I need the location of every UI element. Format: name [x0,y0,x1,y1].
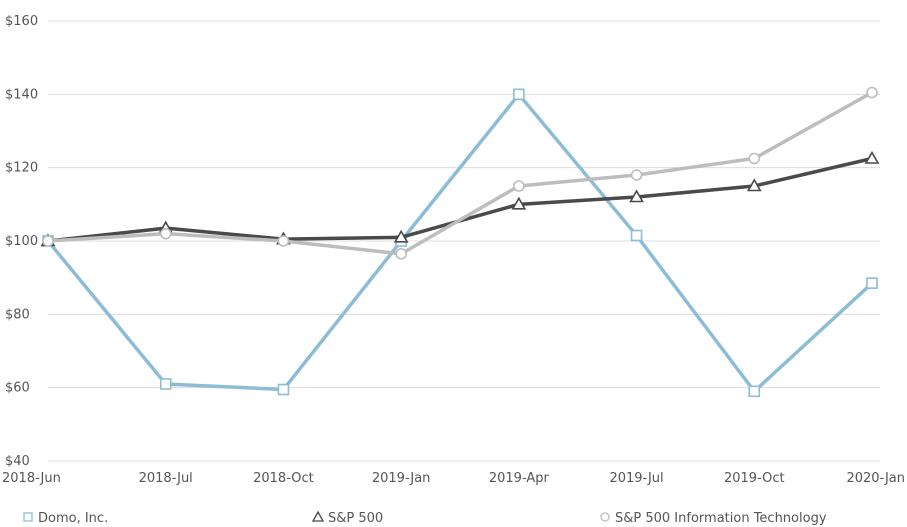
data-point [513,180,525,192]
data-point [277,235,290,247]
x-tick-label: 2019-Apr [489,471,550,486]
y-tick-label: $160 [5,14,38,29]
series-2 [42,86,878,260]
y-tick-label: $120 [5,161,38,176]
y-tick-label: $60 [5,381,30,396]
data-point [746,178,762,192]
data-point [630,169,643,181]
legend-item: Domo, Inc. [23,511,108,526]
legend-label: Domo, Inc. [38,511,108,526]
x-tick-label: 2019-Jan [372,471,431,486]
x-tick-label: 2018-Oct [253,471,314,486]
y-tick-label: $140 [5,87,38,102]
x-tick-label: 2019-Jul [609,471,663,486]
x-tick-label: 2019-Oct [724,471,785,486]
legend-label: S&P 500 Information Technology [615,511,827,526]
data-point [511,196,527,210]
legend-label: S&P 500 [328,511,383,526]
series-line [47,156,873,243]
x-tick-label: 2018-Jun [2,471,61,486]
y-tick-label: $80 [5,307,30,322]
data-point [866,277,878,289]
data-point [159,378,172,390]
legend-item: S&P 500 Information Technology [600,511,827,526]
data-point [513,88,525,101]
y-axis-tick-labels: $40 $60 $80 $100 $120 $140 $160 [5,14,38,469]
data-point [630,229,643,242]
legend-marker [311,510,325,522]
legend-marker [600,512,610,522]
data-point [395,248,407,260]
y-tick-label: $40 [5,454,30,469]
data-point [277,383,290,396]
x-axis-tick-labels: 2018-Jun 2018-Jul 2018-Oct 2019-Jan 2019-Apr… [2,471,905,486]
series-lines [40,86,880,398]
data-point [629,189,644,203]
series-line [47,90,873,256]
legend: Domo, Inc. S&P 500 S&P 500 Information Tec… [23,510,827,526]
legend-marker [23,512,33,522]
x-tick-label: 2020-Jan [846,471,905,486]
data-point [159,227,172,240]
data-point [42,235,54,247]
grid-lines [48,20,880,462]
x-tick-label: 2018-Jul [139,471,193,486]
y-tick-label: $100 [5,234,38,249]
data-point [393,229,409,243]
series-0 [42,88,878,398]
data-point [864,150,880,164]
series-line [46,92,874,394]
data-point [748,152,761,165]
legend-item: S&P 500 [311,510,383,526]
data-point [866,86,878,99]
data-point [748,385,761,398]
